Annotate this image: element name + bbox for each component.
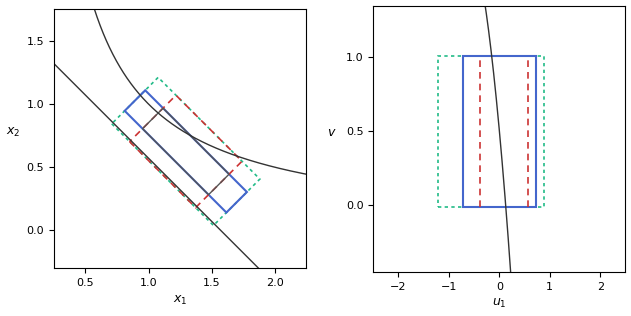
X-axis label: $u_1$: $u_1$ xyxy=(492,297,507,310)
Y-axis label: $x_2$: $x_2$ xyxy=(6,126,20,139)
X-axis label: $x_1$: $x_1$ xyxy=(173,293,187,307)
Bar xyxy=(463,56,536,207)
Y-axis label: $v$: $v$ xyxy=(327,126,337,139)
Bar xyxy=(438,56,544,207)
